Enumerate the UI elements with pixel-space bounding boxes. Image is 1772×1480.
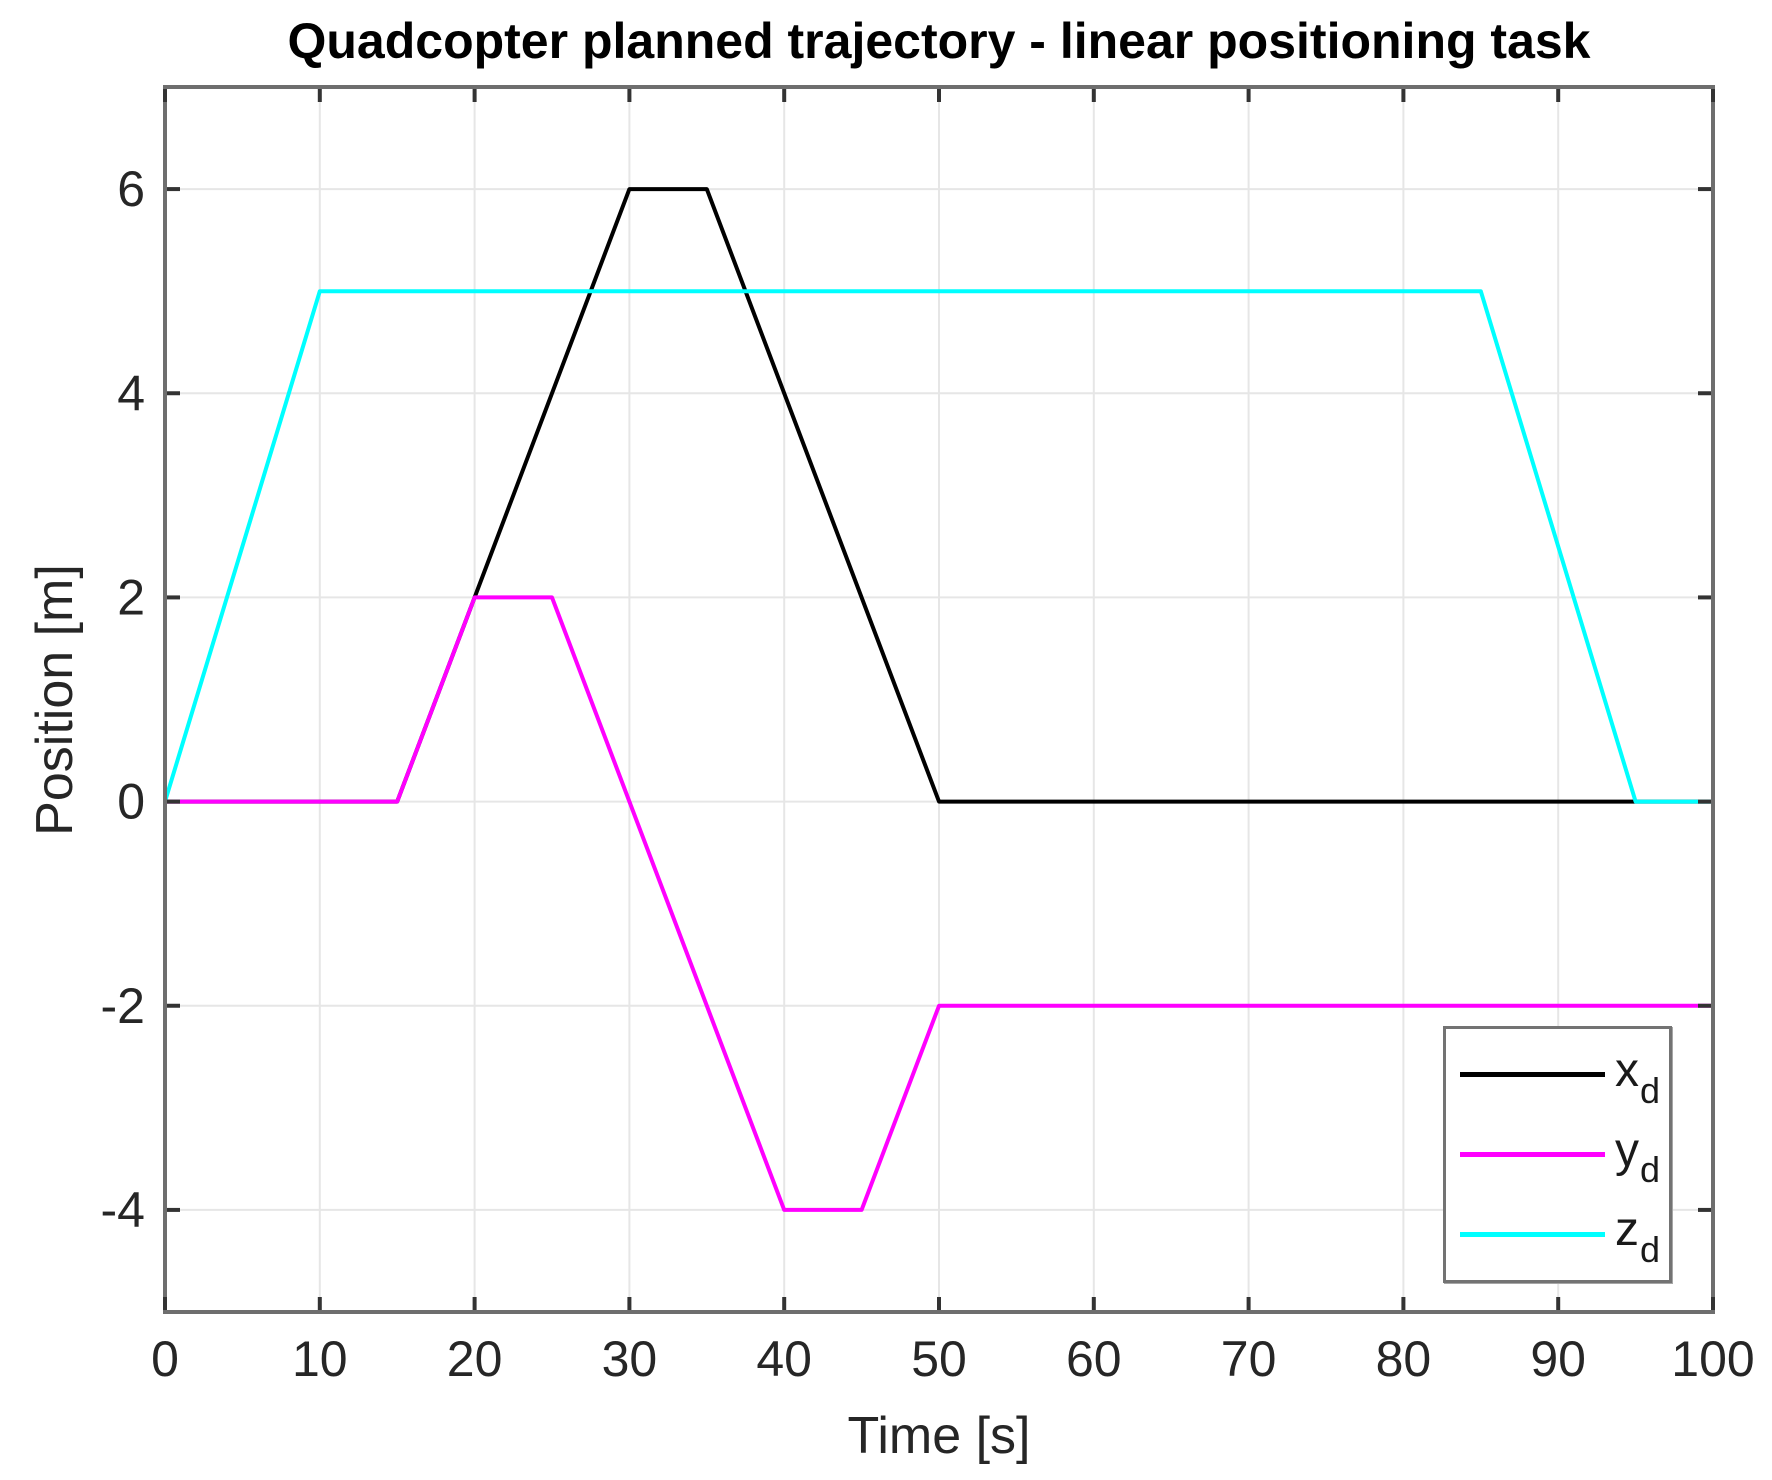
x-tick-label: 30 (602, 1331, 658, 1387)
x-tick-label: 90 (1530, 1331, 1586, 1387)
y-tick-label: -4 (101, 1182, 145, 1238)
legend-label-z_d: zd (1615, 1203, 1661, 1270)
y-tick-label: 6 (117, 161, 145, 217)
x-tick-label: 10 (292, 1331, 348, 1387)
y-tick-label: -2 (101, 978, 145, 1034)
x-tick-label: 100 (1671, 1331, 1754, 1387)
legend-box: xd yd zd (1443, 1026, 1672, 1283)
legend-label-y_d: yd (1615, 1123, 1661, 1191)
x-tick-label: 50 (911, 1331, 967, 1387)
legend-entry-x_d: xd (1460, 1044, 1669, 1111)
x-tick-label: 20 (447, 1331, 503, 1387)
x-axis-label: Time [s] (847, 1407, 1031, 1465)
legend-line-sample-z_d (1460, 1231, 1605, 1237)
legend-entry-z_d: zd (1460, 1203, 1669, 1270)
chart-title: Quadcopter planned trajectory - linear p… (287, 13, 1591, 69)
x-tick-label: 0 (151, 1331, 179, 1387)
axes-box (163, 85, 1715, 1314)
y-tick-label: 0 (117, 774, 145, 830)
series-line-y_d (165, 595, 1713, 1212)
legend-entry-y_d: yd (1460, 1123, 1669, 1191)
x-tick-label: 80 (1376, 1331, 1432, 1387)
x-tick-label: 70 (1221, 1331, 1277, 1387)
x-tick-label: 40 (756, 1331, 812, 1387)
y-tick-label: 2 (117, 569, 145, 625)
y-tick-label: 4 (117, 365, 145, 421)
x-tick-label: 60 (1066, 1331, 1122, 1387)
legend-line-sample-x_d (1460, 1072, 1605, 1078)
legend-line-sample-y_d (1460, 1151, 1605, 1157)
series-line-z_d (163, 289, 1713, 804)
legend-label-x_d: xd (1615, 1044, 1661, 1111)
